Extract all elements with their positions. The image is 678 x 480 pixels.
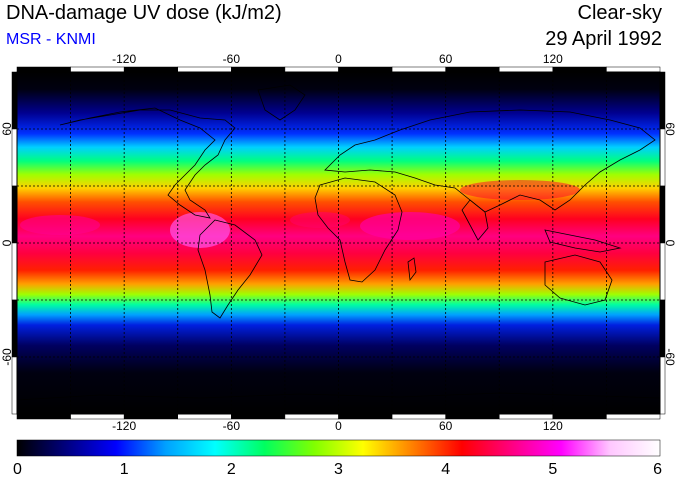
frame-segment-top: [391, 66, 446, 73]
frame-segment-top: [70, 66, 125, 73]
lon-labels-bottom: -120 -60 0 60 120: [112, 419, 563, 433]
frame-segment-bottom: [284, 413, 339, 420]
sky-condition-label: Clear-sky: [577, 2, 662, 24]
colorbar-label: 4: [441, 461, 450, 478]
frame-segment-right: [659, 185, 666, 244]
lon-label-top: 0: [335, 52, 342, 66]
lat-label-left: 0: [0, 239, 14, 246]
frame-segment-top: [606, 66, 661, 73]
antarctica-coast: [17, 392, 660, 401]
graticule: [17, 72, 660, 414]
lon-label-bottom: -60: [223, 419, 241, 433]
coastlines: [17, 84, 660, 401]
colorbar-label: 1: [120, 461, 129, 478]
frame-segment-bottom: [16, 413, 71, 420]
map-title: DNA-damage UV dose (kJ/m2): [6, 2, 282, 24]
frame-segment-right: [659, 71, 666, 130]
frame-segment-top: [552, 66, 607, 73]
frame-segment-top: [338, 66, 393, 73]
lon-label-bottom: 0: [335, 419, 342, 433]
lon-label-top: 120: [543, 52, 563, 66]
frame-segment-left: [11, 242, 18, 301]
greenland-coast: [257, 84, 306, 121]
lat-labels-right: 60 0 -60: [663, 122, 677, 366]
lat-label-left: 60: [0, 122, 14, 136]
lon-label-bottom: 120: [543, 419, 563, 433]
lat-label-right: 60: [663, 122, 677, 136]
lat-labels-left: 60 0 -60: [0, 122, 14, 366]
madagascar-coast: [407, 257, 417, 282]
africa-coast: [314, 177, 403, 283]
lat-label-left: -60: [0, 348, 14, 366]
south-america-coast: [197, 219, 263, 319]
lon-label-bottom: -120: [112, 419, 136, 433]
lat-label-right: -60: [663, 348, 677, 366]
north-america-coast: [59, 107, 236, 219]
lon-label-top: -120: [112, 52, 136, 66]
eurasia-coast: [324, 109, 656, 213]
india-coast: [461, 199, 489, 241]
frame-segment-left: [11, 128, 18, 187]
frame-segment-bottom: [445, 413, 500, 420]
frame-segment-top: [123, 66, 178, 73]
frame-segment-right: [659, 242, 666, 301]
map-border: [16, 71, 661, 415]
frame-segment-top: [499, 66, 554, 73]
lon-labels-top: -120 -60 0 60 120: [112, 52, 563, 66]
frame-segment-left: [11, 185, 18, 244]
lon-label-top: -60: [223, 52, 241, 66]
frame-segment-top: [16, 66, 71, 73]
date-label: 29 April 1992: [545, 28, 662, 50]
frame-segment-right: [659, 128, 666, 187]
lon-label-top: 60: [439, 52, 453, 66]
frame-segment-top: [445, 66, 500, 73]
frame-segment-left: [11, 71, 18, 130]
colorbar-label: 6: [653, 461, 662, 478]
frame-segment-top: [284, 66, 339, 73]
frame-segment-top: [231, 66, 286, 73]
colorbar-label: 3: [334, 461, 343, 478]
colorbar: [16, 439, 661, 457]
source-label: MSR - KNMI: [6, 31, 96, 48]
frame-segment-top: [177, 66, 232, 73]
colorbar-labels: 0 1 2 3 4 5 6: [13, 461, 662, 478]
map-frame: [11, 66, 666, 420]
uv-hotspots: [20, 180, 580, 248]
frame-segment-bottom: [338, 413, 393, 420]
frame-segment-bottom: [391, 413, 446, 420]
colorbar-label: 2: [227, 461, 236, 478]
lon-label-bottom: 60: [439, 419, 453, 433]
frame-segment-bottom: [606, 413, 661, 420]
lat-label-right: 0: [663, 240, 677, 247]
colorbar-label: 0: [13, 461, 22, 478]
colorbar-label: 5: [548, 461, 557, 478]
